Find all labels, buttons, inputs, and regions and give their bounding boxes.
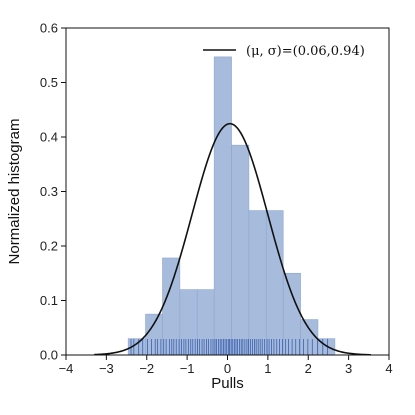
y-tick-label: 0.6 <box>40 21 58 36</box>
y-axis-ticks: 0.0 0.1 0.2 0.3 0.4 0.5 0.6 <box>40 21 66 363</box>
x-tick-label: −3 <box>99 361 114 376</box>
rug-plot <box>130 339 329 355</box>
x-tick-label: 2 <box>305 361 312 376</box>
histogram-bar-2 <box>162 257 181 356</box>
legend: (μ, σ)=(0.06,0.94) <box>203 44 365 59</box>
y-tick-label: 0.0 <box>40 348 58 363</box>
x-axis-ticks: −4 −3 −2 −1 0 1 2 3 4 <box>59 355 393 376</box>
x-tick-label: −2 <box>139 361 154 376</box>
histogram-bar-7 <box>248 210 267 356</box>
histogram-bar-8 <box>265 210 284 356</box>
histogram-bar-1 <box>145 313 163 356</box>
x-tick-label: −1 <box>180 361 195 376</box>
x-tick-label: −4 <box>59 361 74 376</box>
y-tick-label: 0.4 <box>40 130 58 145</box>
x-axis-label: Pulls <box>211 375 244 392</box>
histogram-bar-6 <box>231 144 250 356</box>
y-tick-label: 0.5 <box>40 75 58 90</box>
y-axis-label: Normalized histogram <box>6 119 23 265</box>
histogram-bars <box>127 56 336 356</box>
x-tick-label: 1 <box>264 361 271 376</box>
x-tick-label: 4 <box>385 361 392 376</box>
y-tick-label: 0.3 <box>40 184 58 199</box>
x-tick-label: 0 <box>224 361 231 376</box>
legend-label: (μ, σ)=(0.06,0.94) <box>246 44 365 59</box>
histogram-bar-5 <box>213 56 232 356</box>
y-tick-label: 0.2 <box>40 239 58 254</box>
gaussian-fit-curve <box>94 122 371 356</box>
x-tick-label: 3 <box>345 361 352 376</box>
y-tick-label: 0.1 <box>40 293 58 308</box>
